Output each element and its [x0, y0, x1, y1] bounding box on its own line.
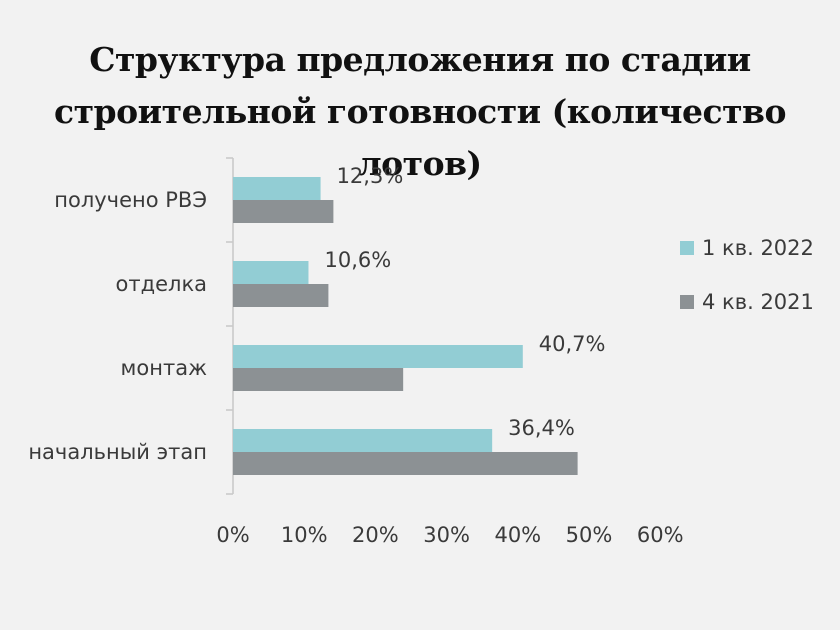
x-tick-label: 40%	[494, 523, 541, 547]
bar-series-1	[233, 177, 321, 200]
category-label: отделка	[116, 272, 208, 296]
bar-series-2	[233, 200, 334, 223]
category-label: монтаж	[121, 356, 208, 380]
data-label: 12,3%	[337, 164, 404, 188]
bar-series-2	[233, 452, 578, 475]
data-label: 40,7%	[539, 332, 606, 356]
x-tick-label: 10%	[281, 523, 328, 547]
data-label: 36,4%	[508, 416, 575, 440]
chart-title-line-2: строительной готовности (количество лото…	[54, 92, 786, 183]
legend-swatch-2	[680, 295, 694, 309]
bar-series-1	[233, 429, 493, 452]
x-tick-label: 30%	[423, 523, 470, 547]
x-tick-label: 0%	[216, 523, 249, 547]
bar-series-1	[233, 345, 523, 368]
category-label: получено РВЭ	[54, 188, 207, 212]
x-tick-label: 60%	[637, 523, 684, 547]
legend-label: 1 кв. 2022	[702, 236, 814, 260]
chart-title: Структура предложения по стадии строител…	[0, 34, 840, 190]
legend-label: 4 кв. 2021	[702, 290, 814, 314]
x-tick-label: 50%	[566, 523, 613, 547]
bar-series-2	[233, 284, 329, 307]
bar-series-2	[233, 368, 404, 391]
legend-swatch-1	[680, 241, 694, 255]
x-tick-label: 20%	[352, 523, 399, 547]
category-label: начальный этап	[28, 440, 207, 464]
chart-title-line-1: Структура предложения по стадии	[89, 40, 751, 79]
data-label: 10,6%	[324, 248, 391, 272]
bar-series-1	[233, 261, 309, 284]
